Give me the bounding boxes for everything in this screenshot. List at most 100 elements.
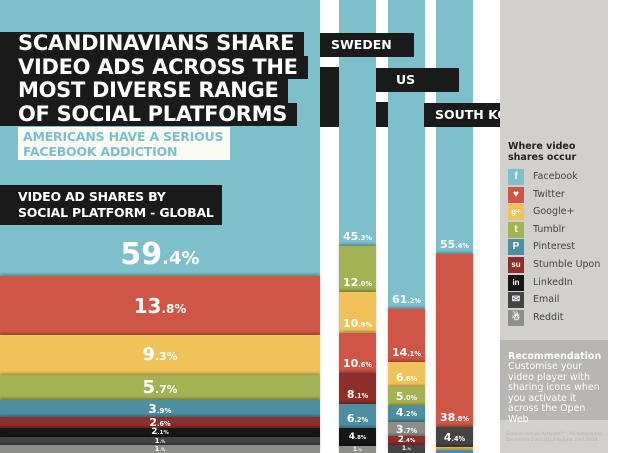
bar-segment-reddit bbox=[0, 445, 320, 453]
legend-label: Tumblr bbox=[533, 223, 566, 235]
bar-segment-stumble-upon bbox=[339, 373, 376, 404]
bar-value-label: 9.3% bbox=[142, 344, 178, 365]
legend-title-line: shares occur bbox=[508, 152, 577, 163]
legend-label: Reddit bbox=[533, 311, 564, 323]
bar-segment-google- bbox=[0, 335, 320, 375]
bar-value-label: 1.% bbox=[352, 446, 363, 453]
legend-title: Where video shares occur bbox=[508, 141, 608, 163]
subtitle-line: AMERICANS HAVE A SERIOUS bbox=[23, 129, 224, 144]
bar-segment-pinterest bbox=[0, 400, 320, 417]
bar-segment-tumblr bbox=[388, 387, 425, 406]
legend-item: ✉ Email bbox=[508, 292, 608, 309]
google-plus-icon: g+ bbox=[508, 204, 524, 221]
global-chart-heading: VIDEO AD SHARES BY SOCIAL PLATFORM - GLO… bbox=[0, 185, 222, 225]
title-line: VIDEO ADS ACROSS THE bbox=[0, 55, 308, 79]
bar-value-label: 3.7% bbox=[395, 423, 418, 436]
bar-value-label: 5.0% bbox=[395, 390, 418, 403]
us-header: US bbox=[376, 68, 459, 92]
bar-segment-reddit bbox=[388, 422, 425, 436]
source-note: Source: Unruly Activate™ - All campaigns… bbox=[506, 432, 603, 443]
us-header-label: US bbox=[396, 72, 416, 87]
bar-segment-linkedin bbox=[339, 428, 376, 446]
tumblr-icon: t bbox=[508, 221, 524, 238]
bar-value-label: 4.8% bbox=[348, 432, 367, 442]
bar-value-label: 2.6% bbox=[149, 416, 171, 429]
bar-value-label: 10.9% bbox=[342, 317, 372, 330]
title-line: OF SOCIAL PLATFORMS bbox=[0, 102, 298, 126]
sweden-stacked-column: 45.3% 12.0% 10.9% 10.6% 8.1% 6.2% 4.8% 1.% bbox=[339, 0, 376, 453]
bar-value-label: 4.4% bbox=[443, 431, 466, 444]
bar-segment-tumblr bbox=[339, 246, 376, 292]
bar-segment-email bbox=[436, 427, 473, 447]
south-korea-stacked-column: 55.4% 38.8% 4.4% bbox=[436, 0, 473, 453]
recommendation-box: Recommendation Customise your video play… bbox=[500, 340, 608, 424]
bar-segment-pinterest bbox=[339, 404, 376, 428]
legend-label: Stumble Upon bbox=[533, 259, 601, 270]
bar-value-label: 14.1% bbox=[391, 346, 421, 359]
bar-segment-google- bbox=[339, 292, 376, 333]
bar-value-label: 1.% bbox=[154, 445, 166, 453]
legend-item: g+ Google+ bbox=[508, 204, 608, 221]
subtitle: AMERICANS HAVE A SERIOUS FACEBOOK ADDICT… bbox=[18, 127, 230, 160]
sweden-header-label: SWEDEN bbox=[331, 37, 392, 52]
sweden-connector-bar bbox=[320, 67, 339, 127]
bar-segment-stumble-upon bbox=[0, 417, 320, 428]
bar-segment-twitter bbox=[339, 333, 376, 373]
global-heading-line: VIDEO AD SHARES BY bbox=[18, 189, 166, 204]
bar-segment-linkedin bbox=[0, 428, 320, 437]
bar-value-label: 6.6% bbox=[395, 371, 418, 384]
bar-segment-email bbox=[0, 437, 320, 445]
legend-label: LinkedIn bbox=[533, 276, 573, 288]
bar-value-label: 13.8% bbox=[133, 294, 187, 318]
legend-label: Google+ bbox=[533, 206, 575, 218]
legend-label: Facebook bbox=[533, 171, 578, 182]
stumbleupon-icon: su bbox=[508, 257, 524, 273]
bar-value-label: 61.2% bbox=[391, 293, 421, 306]
twitter-icon: ♥ bbox=[508, 186, 524, 203]
bar-segment-stumble-upon bbox=[388, 436, 425, 445]
legend-item: f Facebook bbox=[508, 169, 608, 186]
bar-value-label: 59.4% bbox=[120, 237, 200, 272]
us-connector-bar bbox=[376, 102, 388, 127]
legend-title-line: Where video bbox=[508, 141, 576, 152]
legend-item: t Tumblr bbox=[508, 221, 608, 239]
page-title: SCANDINAVIANS SHARE VIDEO ADS ACROSS THE… bbox=[0, 31, 308, 126]
bar-value-label: 1.% bbox=[154, 437, 166, 445]
bar-value-label: 3.9% bbox=[148, 402, 172, 416]
bar-value-label: 45.3% bbox=[342, 230, 372, 243]
bar-value-label: 4.2% bbox=[395, 406, 418, 419]
bar-value-label: 10.6% bbox=[342, 357, 372, 370]
recommendation-text: Customise your video player with sharing… bbox=[508, 361, 600, 425]
bar-value-label: 5.7% bbox=[142, 377, 178, 398]
legend-item: ♥ Twitter bbox=[508, 186, 608, 204]
reddit-icon: ☃ bbox=[508, 309, 524, 326]
legend-item: ☃ Reddit bbox=[508, 309, 608, 327]
pinterest-icon: P bbox=[508, 239, 524, 256]
bar-segment-twitter bbox=[0, 276, 320, 335]
title-line: MOST DIVERSE RANGE bbox=[0, 78, 289, 103]
bar-segment-pinterest bbox=[436, 450, 473, 453]
bar-segment-twitter bbox=[436, 254, 473, 427]
title-line: SCANDINAVIANS SHARE bbox=[0, 31, 305, 56]
recommendation-title: Recommendation bbox=[508, 351, 602, 362]
bar-segment-google- bbox=[436, 447, 473, 450]
bar-value-label: 1.% bbox=[401, 445, 412, 452]
subtitle-line: FACEBOOK ADDICTION bbox=[23, 144, 178, 159]
bar-segment-facebook bbox=[436, 0, 473, 254]
bar-value-label: 38.8% bbox=[439, 411, 469, 424]
side-panel: Where video shares occur f Facebook ♥ Twitt… bbox=[500, 0, 608, 453]
bar-segment-google- bbox=[388, 362, 425, 387]
legend-label: Pinterest bbox=[533, 241, 575, 253]
bar-segment-tumblr bbox=[0, 375, 320, 400]
bar-segment-email bbox=[388, 445, 425, 453]
bar-value-label: 8.1% bbox=[346, 388, 369, 401]
bar-value-label: 6.2% bbox=[346, 412, 369, 425]
email-icon: ✉ bbox=[508, 292, 524, 309]
legend-item: su Stumble Upon bbox=[508, 257, 608, 274]
legend-label: Twitter bbox=[533, 188, 565, 200]
global-heading-line: SOCIAL PLATFORM - GLOBAL bbox=[18, 205, 214, 220]
linkedin-icon: in bbox=[508, 274, 524, 291]
bar-value-label: 55.4% bbox=[439, 238, 469, 251]
bar-value-label: 2.4% bbox=[397, 435, 416, 445]
bar-value-label: 2.1% bbox=[151, 427, 169, 437]
